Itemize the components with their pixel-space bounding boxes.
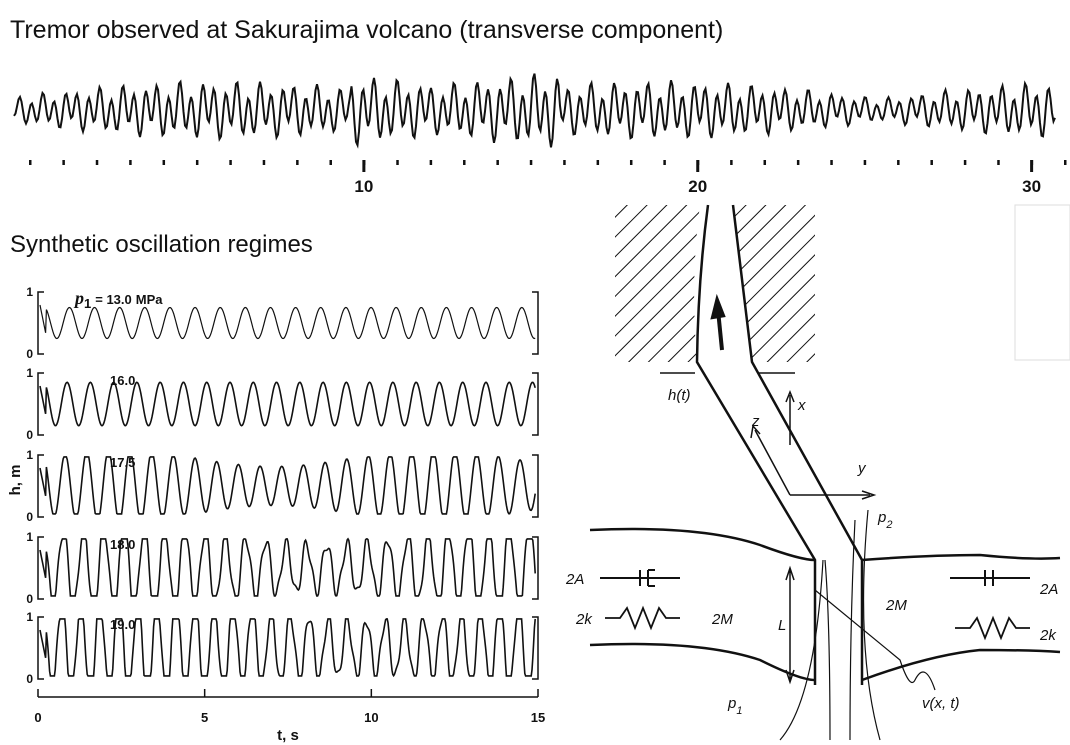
oscillation-trace	[39, 537, 536, 597]
minor-tick	[663, 160, 666, 165]
panel-frame	[37, 616, 539, 680]
y-tick-label: 0	[26, 510, 33, 524]
panel-label: p1 = 13.0 MPa	[73, 288, 163, 311]
diagram	[589, 204, 1061, 741]
x-tick-label: 5	[201, 710, 208, 725]
minor-tick	[162, 160, 166, 165]
y-tick-label: 1	[26, 285, 33, 299]
y-tick-label: 1	[26, 530, 33, 544]
seismogram: 10 20 30	[13, 73, 1067, 196]
panel-frame	[37, 454, 539, 518]
minor-tick	[997, 160, 1000, 165]
minor-tick	[262, 160, 266, 165]
minor-tick	[963, 160, 967, 165]
label-z: z	[751, 413, 760, 430]
label-p2: p2	[877, 509, 892, 531]
panel-label: 19.0	[110, 617, 135, 632]
x-tick-label: 10	[364, 710, 378, 725]
minor-tick	[195, 160, 199, 165]
y-tick-label: 0	[26, 672, 33, 686]
minor-tick	[930, 160, 933, 165]
label-m-right: 2M	[885, 597, 907, 614]
panel-edge	[1014, 204, 1070, 361]
top-title: Tremor observed at Sakurajima volcano (t…	[10, 16, 723, 44]
minor-tick	[329, 160, 332, 165]
x-axis-label: t, s	[277, 727, 299, 744]
minor-tick	[129, 160, 132, 165]
minor-tick	[863, 160, 867, 165]
minor-tick	[629, 160, 633, 165]
panel-label: 16.0	[110, 373, 135, 388]
oscillation-trace	[39, 304, 536, 340]
panel-value: 18.0	[110, 537, 135, 552]
y-tick-label: 1	[26, 366, 33, 380]
oscillation-trace	[39, 456, 536, 515]
y-tick-label: 0	[26, 347, 33, 361]
x-tick-label: 0	[34, 710, 41, 725]
y-axis-label: h, m	[7, 465, 24, 496]
minor-tick	[463, 160, 466, 165]
minor-tick	[796, 160, 800, 165]
minor-tick	[229, 160, 232, 165]
minor-tick	[730, 160, 733, 165]
panel-value: 19.0	[110, 617, 135, 632]
label-a-left: 2A	[565, 571, 584, 588]
minor-tick	[596, 160, 600, 165]
minor-tick	[496, 160, 499, 165]
label-h: h(t)	[668, 387, 691, 404]
minor-tick	[897, 160, 900, 165]
label-a-right: 2A	[1039, 581, 1058, 598]
minor-tick	[396, 160, 399, 165]
tick-label: 10	[354, 177, 373, 196]
y-tick-label: 0	[26, 592, 33, 606]
y-tick-label: 0	[26, 428, 33, 442]
panel-value: = 13.0	[95, 292, 132, 307]
label-x: x	[797, 397, 806, 414]
y-tick-label: 1	[26, 448, 33, 462]
panel-frame	[37, 372, 539, 436]
minor-tick	[529, 160, 533, 165]
minor-tick	[296, 160, 299, 165]
minor-tick	[830, 160, 833, 165]
bottom-title: Synthetic oscillation regimes	[10, 231, 313, 258]
minor-tick	[95, 160, 99, 165]
x-tick-label: 15	[531, 710, 545, 725]
label-p1: p1	[727, 695, 742, 717]
label-k-left: 2k	[575, 611, 593, 628]
panel-frame	[37, 536, 539, 600]
minor-tick	[763, 160, 767, 165]
label-l: L	[778, 617, 786, 634]
label-m-left: 2M	[711, 611, 733, 628]
param-unit: MPa	[136, 292, 164, 307]
panel-label: 18.0	[110, 537, 135, 552]
minor-tick	[563, 160, 566, 165]
label-v: v(x, t)	[922, 695, 960, 712]
param-symbol: p	[73, 288, 84, 308]
panel-value: 17.5	[110, 455, 135, 470]
minor-tick	[1064, 160, 1067, 165]
tick-label: 20	[688, 177, 707, 196]
param-subscript: 1	[84, 296, 91, 311]
panel-value: 16.0	[110, 373, 135, 388]
panel-label: 17.5	[110, 455, 135, 470]
minor-tick	[62, 160, 65, 165]
panel-frame	[37, 291, 539, 355]
minor-tick	[29, 160, 32, 165]
oscillation-trace	[39, 618, 536, 678]
label-k-right: 2k	[1039, 627, 1057, 644]
y-tick-label: 1	[26, 610, 33, 624]
minor-tick	[429, 160, 433, 165]
tick-label: 30	[1022, 177, 1041, 196]
oscillation-trace	[39, 381, 536, 427]
label-y: y	[857, 460, 867, 477]
seismogram-trace	[13, 73, 1056, 149]
